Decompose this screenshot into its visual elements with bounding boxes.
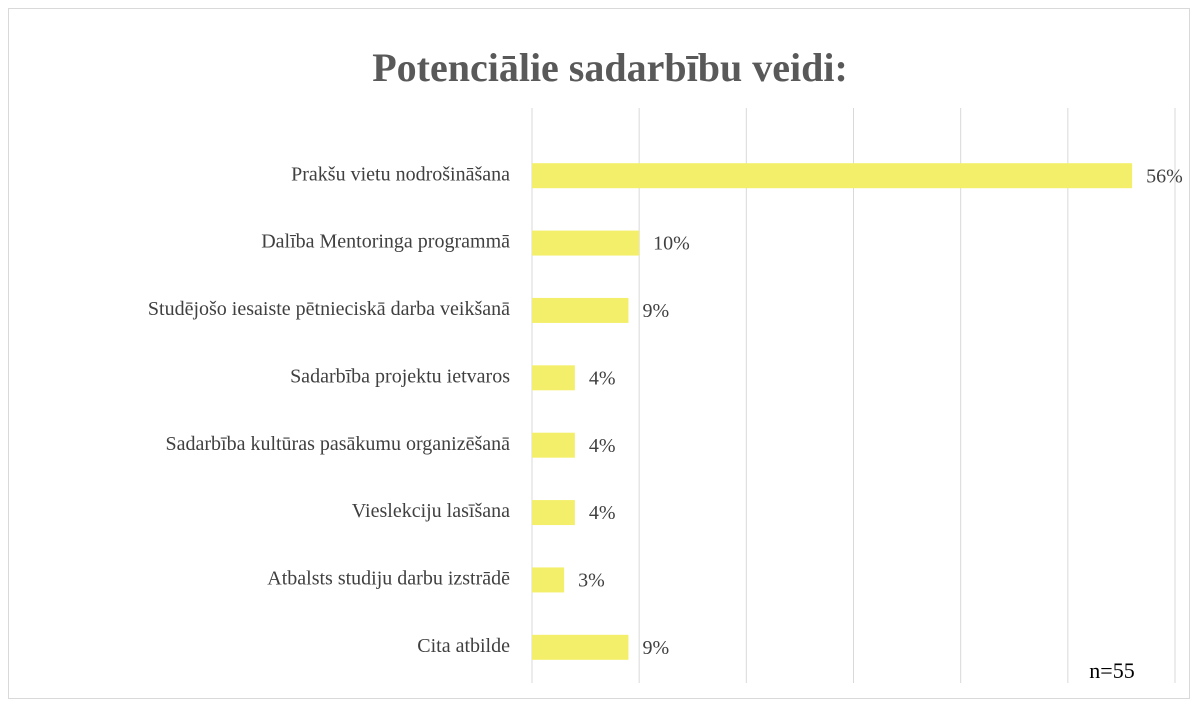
data-label: 9% [642,637,669,659]
y-tick-label: Atbalsts studiju darbu izstrādē [267,568,510,590]
data-label: 3% [578,570,605,592]
y-tick-label: Sadarbība kultūras pasākumu organizēšanā [165,433,510,455]
bar [532,230,640,256]
y-tick-label: Cita atbilde [417,635,510,657]
bar [532,432,575,458]
data-label: 4% [589,367,616,389]
data-label: 4% [589,435,616,457]
y-tick-label: Sadarbība projektu ietvaros [290,365,510,387]
y-tick-label: Dalība Mentoringa programmā [261,231,510,253]
bar [532,567,565,593]
y-tick-label: Prakšu vietu nodrošināšana [291,163,510,185]
data-label: 9% [642,300,669,322]
bar [532,365,575,391]
data-label: 10% [653,233,690,255]
bar [532,634,629,660]
data-label: 4% [589,502,616,524]
data-label: 56% [1146,165,1183,187]
annotation: n=55 [1089,658,1134,683]
y-tick-label: Studējošo iesaiste pētnieciskā darba vei… [148,298,510,320]
bar [532,297,629,323]
bar [532,500,575,526]
y-tick-label: Vieslekciju lasīšana [352,500,510,522]
chart-title: Potenciālie sadarbību veidi: [372,45,848,90]
bar [532,163,1133,189]
chart-border [8,8,1190,699]
